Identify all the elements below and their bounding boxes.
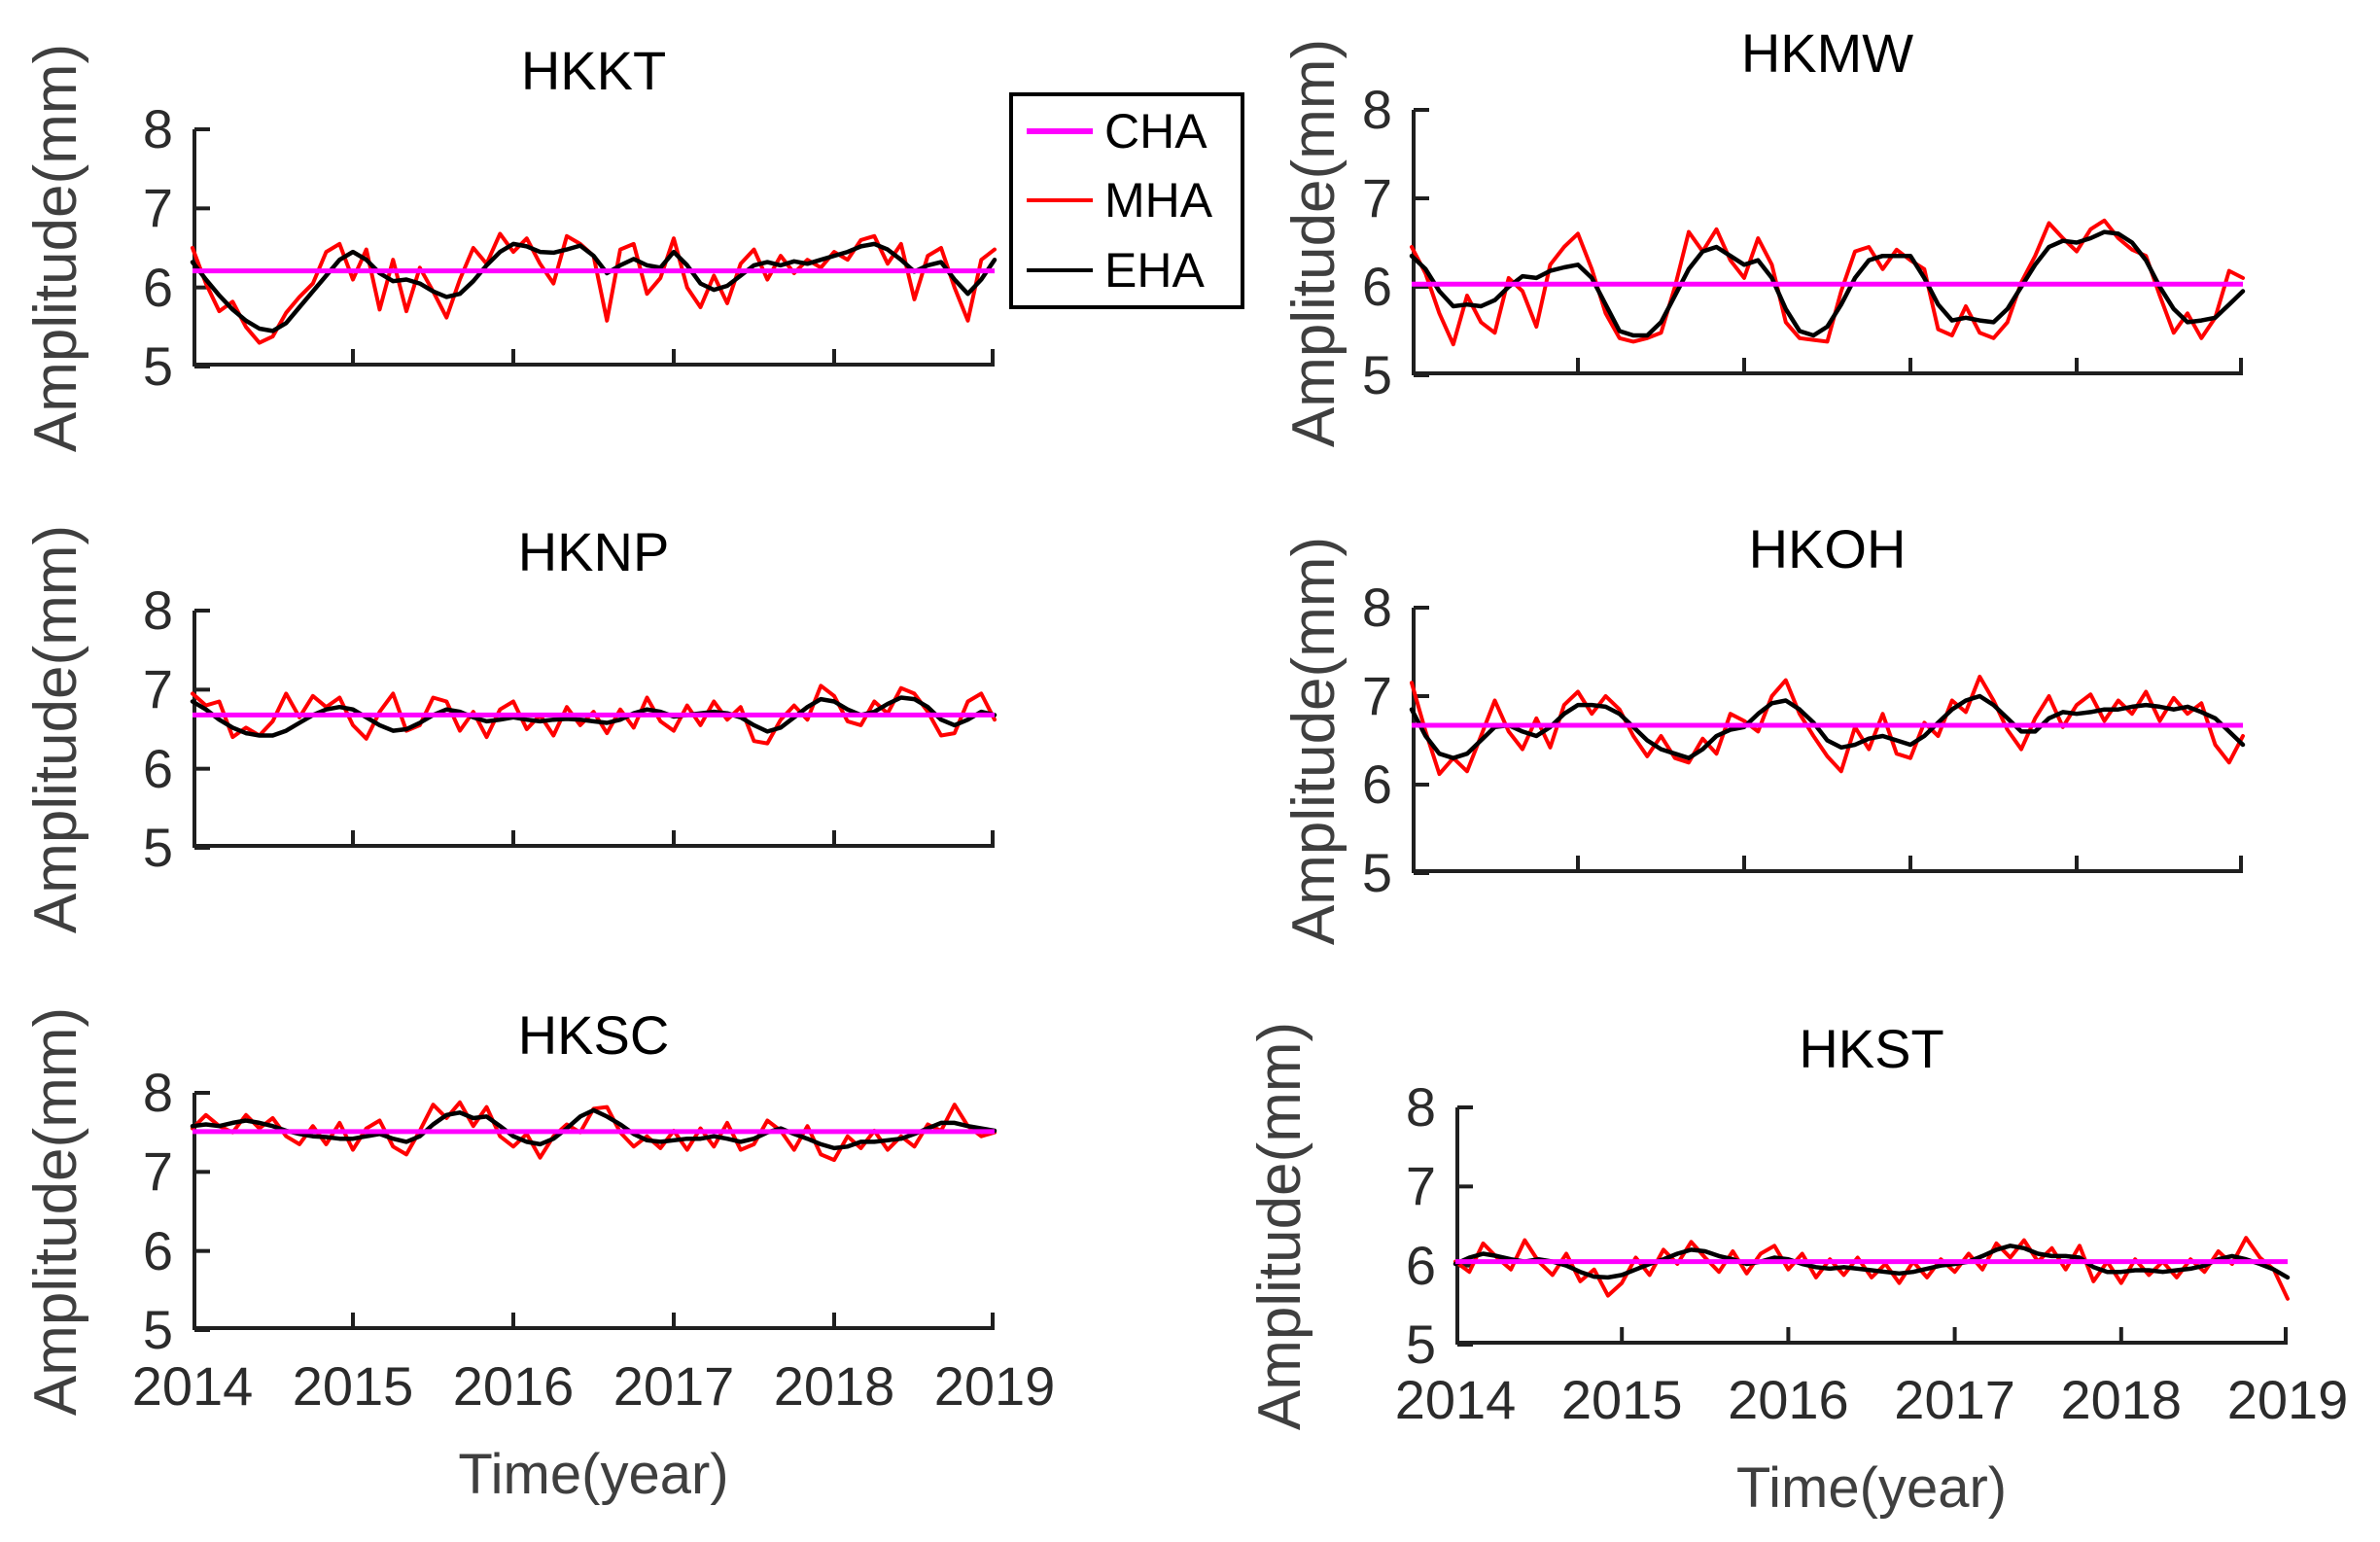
plot-area-hkst: [1452, 1105, 2291, 1347]
x-tick-label: 2014: [131, 1355, 254, 1417]
legend: CHA MHA EHA: [1009, 92, 1244, 309]
plot-area-hkkt: [190, 127, 998, 368]
mha-series-line: [1453, 1236, 2290, 1301]
subplot-title-hknp: HKNP: [517, 521, 670, 582]
subplot-title-hkoh: HKOH: [1748, 518, 1907, 579]
y-tick-label: 7: [142, 1140, 173, 1203]
x-tick-label: 2017: [1894, 1369, 2015, 1430]
y-tick-label: 7: [1361, 665, 1392, 726]
y-tick-label: 5: [142, 1299, 173, 1360]
legend-label-cha: CHA: [1104, 103, 1208, 158]
y-tick-label: 8: [1361, 577, 1392, 638]
mha-series-line: [1410, 675, 2245, 777]
mha-series-line: [191, 683, 997, 746]
y-tick-label: 6: [1405, 1234, 1436, 1296]
y-tick-label: 6: [142, 1219, 173, 1281]
y-tick-label: 8: [1361, 79, 1392, 140]
y-tick-label: 5: [142, 817, 173, 878]
y-tick-label: 7: [142, 177, 173, 239]
x-tick-label: 2016: [452, 1355, 575, 1417]
x-tick-label: 2019: [2226, 1369, 2349, 1430]
plot-area-hksc: [190, 1091, 998, 1332]
y-tick-label: 7: [1361, 167, 1392, 228]
mha-series-line: [1410, 218, 2245, 347]
y-tick-label: 8: [142, 579, 173, 641]
plot-area-hkmw: [1409, 108, 2246, 377]
legend-item-mha: MHA: [1013, 176, 1241, 225]
y-tick-label: 5: [1405, 1314, 1436, 1375]
subplot-title-hkkt: HKKT: [520, 40, 667, 101]
axis-spines: [192, 611, 995, 848]
y-tick-label: 7: [142, 658, 173, 720]
cha-line-sample: [1027, 127, 1093, 134]
y-tick-label: 6: [142, 256, 173, 318]
axis-spines: [192, 129, 995, 367]
y-tick-label: 6: [1361, 256, 1392, 317]
y-tick-label: 5: [142, 335, 173, 397]
subplot-title-hkmw: HKMW: [1740, 22, 1914, 84]
axis-spines: [1455, 1107, 2288, 1345]
eha-series-line: [190, 241, 998, 333]
y-tick-label: 8: [142, 98, 173, 159]
x-tick-label: 2016: [1728, 1369, 1849, 1430]
y-axis-label: Amplitude(mm): [22, 1006, 89, 1417]
eha-series-line: [1452, 1244, 2291, 1280]
y-tick-label: 8: [142, 1062, 173, 1123]
x-axis-label: Time(year): [458, 1443, 729, 1506]
legend-item-eha: EHA: [1013, 246, 1241, 295]
x-tick-label: 2019: [933, 1355, 1056, 1417]
eha-series-line: [1409, 229, 2246, 338]
plot-area-hkoh: [1409, 606, 2246, 875]
eha-line-sample: [1027, 268, 1093, 273]
x-tick-label: 2014: [1394, 1369, 1517, 1430]
x-tick-label: 2015: [292, 1355, 414, 1417]
legend-item-cha: CHA: [1013, 107, 1241, 156]
eha-series-line: [190, 1107, 998, 1151]
y-tick-label: 6: [142, 737, 173, 799]
x-axis-label: Time(year): [1735, 1456, 2008, 1520]
x-tick-label: 2018: [2060, 1369, 2183, 1430]
y-axis-label: Amplitude(mm): [1246, 1021, 1313, 1431]
y-tick-label: 8: [1405, 1076, 1436, 1138]
plot-area-hknp: [190, 609, 998, 850]
legend-label-mha: MHA: [1104, 173, 1213, 228]
x-tick-label: 2015: [1560, 1369, 1683, 1430]
y-tick-label: 6: [1361, 753, 1392, 815]
x-tick-label: 2017: [612, 1355, 735, 1417]
y-tick-label: 5: [1361, 842, 1392, 903]
x-tick-label: 2018: [773, 1355, 895, 1417]
y-tick-label: 5: [1361, 344, 1392, 405]
y-tick-label: 7: [1405, 1155, 1436, 1217]
legend-label-eha: EHA: [1104, 243, 1205, 298]
subplot-title-hksc: HKSC: [517, 1004, 670, 1066]
mha-line-sample: [1027, 198, 1093, 203]
subplot-title-hkst: HKST: [1799, 1018, 1944, 1079]
